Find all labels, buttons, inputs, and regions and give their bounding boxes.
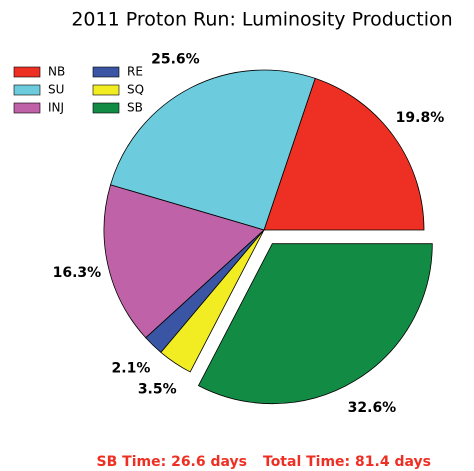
legend-swatch	[13, 102, 41, 114]
slice-label: 2.1%	[112, 360, 151, 376]
pie-slice	[263, 77, 425, 231]
pie-slice	[103, 184, 265, 339]
legend-label: NB	[48, 65, 65, 79]
pie-slice	[197, 243, 433, 405]
legend-label: SQ	[127, 83, 144, 97]
annotation: SB Time: 26.6 days	[97, 454, 247, 470]
legend-swatch	[92, 84, 120, 96]
slice-label: 16.3%	[53, 265, 102, 281]
slice-label: 3.5%	[138, 382, 177, 398]
annotation: Total Time: 81.4 days	[263, 454, 431, 470]
legend-swatch	[13, 66, 41, 78]
legend-label: RE	[127, 65, 143, 79]
slice-label: 25.6%	[151, 52, 200, 68]
legend-swatch	[92, 66, 120, 78]
legend-label: SB	[127, 101, 143, 115]
legend-label: INJ	[48, 101, 64, 115]
chart-title: 2011 Proton Run: Luminosity Production	[71, 9, 452, 31]
slice-label: 19.8%	[396, 110, 445, 126]
pie-slice	[160, 229, 265, 373]
legend-swatch	[92, 102, 120, 114]
pie-slice	[110, 69, 316, 231]
legend-swatch	[13, 84, 41, 96]
slice-label: 32.6%	[348, 400, 397, 416]
legend-label: SU	[48, 83, 64, 97]
